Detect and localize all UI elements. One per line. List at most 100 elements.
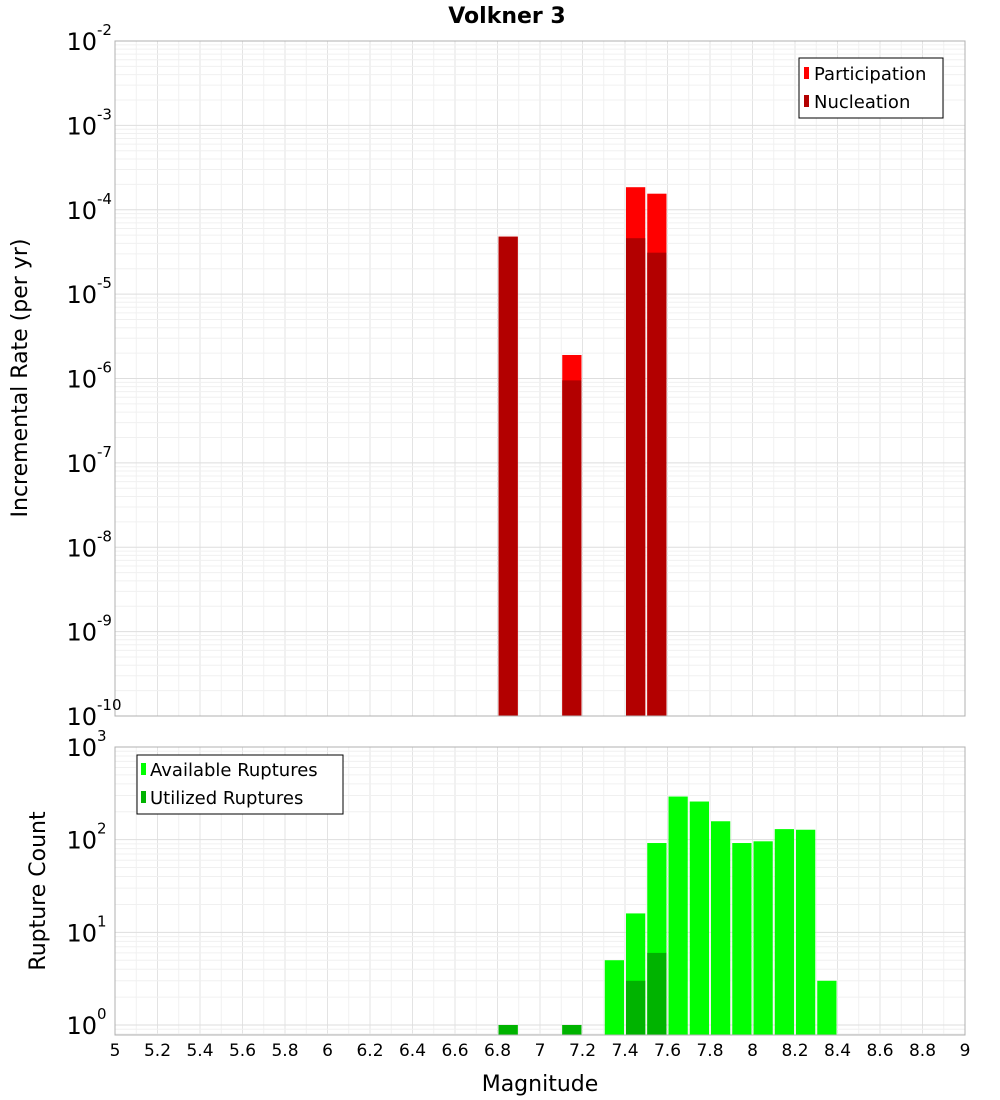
y-tick-label: 10 3 [66, 727, 106, 762]
legend-label-participation: Participation [814, 64, 926, 85]
bar-available-ruptures [796, 829, 816, 1035]
bottom-y-axis-title: Rupture Count [26, 811, 51, 971]
x-tick-label: 7.2 [569, 1041, 596, 1061]
x-tick-label: 7 [535, 1041, 546, 1061]
bar-available-ruptures [668, 796, 688, 1035]
y-tick-label: 10 2 [66, 820, 106, 855]
y-tick-label: 10 -4 [66, 190, 112, 225]
y-tick-base: 10 [66, 28, 97, 56]
x-tick-label: 9 [960, 1041, 971, 1061]
x-tick-label: 6.4 [399, 1041, 426, 1061]
y-tick-base: 10 [66, 827, 97, 855]
x-tick-label: 6.8 [484, 1041, 511, 1061]
legend-label-utilized: Utilized Ruptures [150, 788, 303, 809]
bar-available-ruptures [604, 960, 624, 1035]
top-plot-bars [498, 187, 667, 716]
x-tick-label: 8.2 [781, 1041, 808, 1061]
y-tick-exponent: 2 [97, 820, 107, 838]
bottom-legend: Available Ruptures Utilized Ruptures [136, 754, 344, 815]
y-tick-exponent: 1 [97, 912, 107, 930]
y-tick-exponent: -2 [97, 21, 112, 39]
legend-swatch-available [141, 763, 146, 775]
bar-utilized-ruptures [562, 1025, 582, 1035]
y-tick-base: 10 [66, 366, 97, 394]
bar-nucleation [647, 252, 667, 716]
bar-nucleation [562, 380, 582, 716]
x-tick-label: 8.4 [824, 1041, 851, 1061]
legend-swatch-participation [804, 67, 809, 79]
x-tick-label: 5.8 [271, 1041, 298, 1061]
y-tick-exponent: -4 [97, 190, 112, 208]
y-tick-label: 10 -7 [66, 443, 112, 478]
y-tick-base: 10 [66, 1012, 97, 1040]
chart-title: Volkner 3 [448, 4, 566, 29]
y-tick-exponent: 0 [97, 1005, 107, 1023]
y-tick-base: 10 [66, 450, 97, 478]
top-plot-gridlines [114, 40, 966, 717]
y-tick-exponent: -5 [97, 274, 112, 292]
x-tick-labels: 5 5.2 5.4 5.6 5.8 6 6.2 6.4 6.6 6.8 7 7.2 7.4 7.6 7.8 8… [110, 1041, 971, 1061]
y-tick-exponent: -10 [97, 696, 122, 714]
top-legend: Participation Nucleation [798, 57, 944, 119]
y-tick-base: 10 [66, 112, 97, 140]
y-tick-base: 10 [66, 734, 97, 762]
y-tick-label: 10 -3 [66, 105, 112, 140]
x-tick-label: 7.6 [654, 1041, 681, 1061]
x-tick-label: 8.8 [909, 1041, 936, 1061]
legend-swatch-utilized [141, 791, 146, 803]
bar-utilized-ruptures [626, 980, 646, 1035]
bar-utilized-ruptures [498, 1025, 518, 1035]
x-tick-label: 5.6 [229, 1041, 256, 1061]
bar-available-ruptures [753, 841, 773, 1035]
y-tick-label: 10 0 [66, 1005, 106, 1040]
legend-label-nucleation: Nucleation [814, 92, 910, 113]
x-axis-title: Magnitude [482, 1072, 599, 1097]
bar-available-ruptures [732, 843, 752, 1035]
top-y-axis-title: Incremental Rate (per yr) [8, 239, 33, 518]
bottom-plot-bars [498, 796, 837, 1035]
bottom-plot-frame [114, 746, 966, 1036]
y-tick-base: 10 [66, 919, 97, 947]
bar-available-ruptures [774, 829, 794, 1035]
top-plot-frame [114, 40, 966, 717]
legend-swatch-nucleation [804, 95, 809, 107]
y-tick-label: 10 -9 [66, 612, 112, 647]
y-tick-label: 10 -6 [66, 359, 112, 394]
y-tick-label: 10 -2 [66, 21, 112, 56]
bar-available-ruptures [711, 821, 731, 1035]
bar-utilized-ruptures [647, 952, 667, 1035]
y-tick-label: 10 1 [66, 912, 106, 947]
bar-available-ruptures [817, 980, 837, 1035]
y-tick-exponent: 3 [97, 727, 107, 745]
y-tick-base: 10 [66, 619, 97, 647]
y-tick-base: 10 [66, 197, 97, 225]
y-tick-label: 10 -10 [66, 696, 121, 731]
y-tick-label: 10 -5 [66, 274, 112, 309]
x-tick-label: 5.4 [186, 1041, 213, 1061]
y-tick-label: 10 -8 [66, 527, 112, 562]
y-tick-exponent: -3 [97, 105, 112, 123]
bar-nucleation [626, 238, 646, 716]
x-tick-label: 8.6 [866, 1041, 893, 1061]
x-tick-label: 5.2 [144, 1041, 171, 1061]
legend-label-available: Available Ruptures [150, 760, 318, 781]
y-tick-exponent: -9 [97, 612, 112, 630]
y-tick-base: 10 [66, 703, 97, 731]
bar-available-ruptures [689, 801, 709, 1035]
y-tick-exponent: -7 [97, 443, 112, 461]
x-tick-label: 6.2 [356, 1041, 383, 1061]
y-tick-exponent: -8 [97, 527, 112, 545]
bar-nucleation [498, 236, 518, 716]
y-tick-exponent: -6 [97, 359, 112, 377]
x-tick-label: 6.6 [441, 1041, 468, 1061]
x-tick-label: 7.8 [696, 1041, 723, 1061]
y-tick-base: 10 [66, 281, 97, 309]
y-tick-base: 10 [66, 534, 97, 562]
x-tick-label: 6 [322, 1041, 333, 1061]
x-tick-label: 5 [110, 1041, 121, 1061]
x-tick-label: 8 [747, 1041, 758, 1061]
x-tick-label: 7.4 [611, 1041, 638, 1061]
